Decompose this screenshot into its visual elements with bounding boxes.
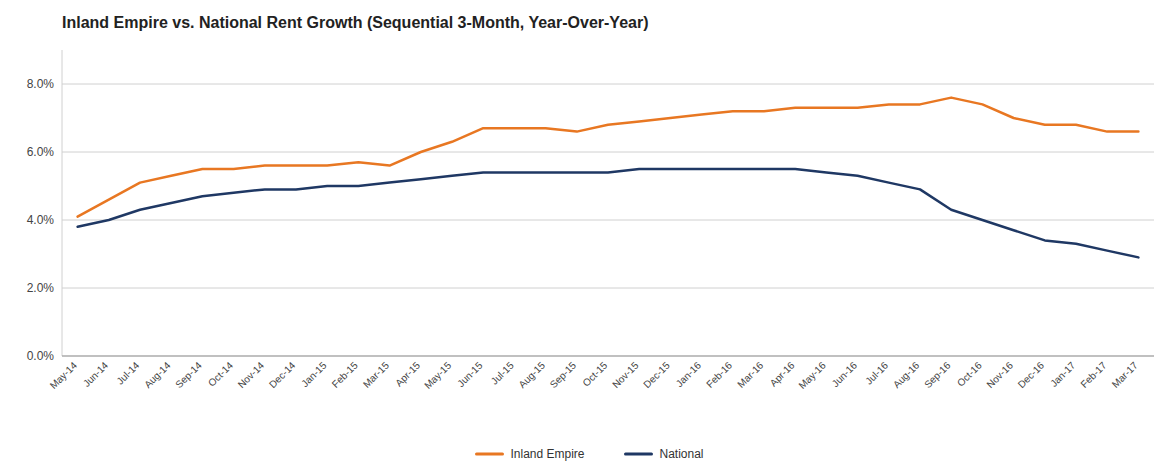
legend-label: National — [660, 447, 704, 461]
x-tick-label: Nov-16 — [984, 359, 1015, 390]
x-tick-label: May-16 — [796, 359, 828, 391]
grid-line — [62, 288, 1154, 289]
x-tick-label: Nov-14 — [236, 359, 267, 390]
x-tick-label: Sep-16 — [922, 359, 953, 390]
x-tick-label: Mar-17 — [1110, 359, 1140, 389]
x-tick-label: Dec-14 — [267, 359, 298, 390]
y-tick-label: 0.0% — [27, 349, 55, 363]
y-axis-line — [62, 50, 63, 356]
legend-swatch — [477, 453, 503, 456]
x-tick-label: Aug-15 — [516, 359, 547, 390]
grid-line — [62, 84, 1154, 85]
x-tick-label: Apr-16 — [768, 359, 797, 388]
x-tick-label: Sep-15 — [548, 359, 579, 390]
x-tick-label: Feb-15 — [330, 359, 360, 389]
y-tick-label: 4.0% — [27, 213, 55, 227]
x-tick-label: Jan-15 — [299, 359, 329, 389]
legend-swatch — [626, 453, 652, 456]
chart-container: Inland Empire vs. National Rent Growth (… — [0, 0, 1176, 476]
x-tick-label: Apr-15 — [393, 359, 422, 388]
x-tick-label: Jun-15 — [455, 359, 485, 389]
x-tick-label: Nov-15 — [610, 359, 641, 390]
x-tick-label: Jul-15 — [489, 359, 516, 386]
x-tick-label: Feb-17 — [1078, 359, 1108, 389]
grid-line — [62, 152, 1154, 153]
x-tick-label: Aug-16 — [891, 359, 922, 390]
x-tick-label: Feb-16 — [704, 359, 734, 389]
grid-line — [62, 220, 1154, 221]
y-tick-label: 6.0% — [27, 145, 55, 159]
title: Inland Empire vs. National Rent Growth (… — [62, 14, 649, 31]
x-tick-label: May-15 — [422, 359, 454, 391]
x-tick-label: Mar-15 — [361, 359, 391, 389]
x-tick-label: Jun-16 — [830, 359, 860, 389]
x-tick-label: Jan-17 — [1048, 359, 1078, 389]
chart: Inland Empire vs. National Rent Growth (… — [0, 0, 1176, 476]
y-tick-label: 2.0% — [27, 281, 55, 295]
x-tick-label: Mar-16 — [735, 359, 765, 389]
legend: Inland Empire National — [477, 447, 704, 461]
x-tick-label: Jun-14 — [81, 359, 111, 389]
x-axis-line — [62, 356, 1154, 357]
x-tick-label: Oct-16 — [955, 359, 984, 388]
x-tick-label: Sep-14 — [173, 359, 204, 390]
x-tick-label: Dec-15 — [641, 359, 672, 390]
x-tick-label: Oct-15 — [580, 359, 609, 388]
legend-label: Inland Empire — [511, 447, 585, 461]
x-tick-label: Jul-16 — [863, 359, 890, 386]
x-tick-label: Jan-16 — [674, 359, 704, 389]
x-tick-label: Dec-16 — [1016, 359, 1047, 390]
grid-line — [62, 356, 1154, 357]
line-series — [78, 98, 1139, 217]
x-tick-label: May-14 — [48, 359, 80, 391]
plot-area — [78, 98, 1139, 258]
x-tick-label: Oct-14 — [206, 359, 235, 388]
line-series — [78, 169, 1139, 257]
x-tick-label: Aug-14 — [142, 359, 173, 390]
y-tick-label: 8.0% — [27, 77, 55, 91]
x-tick-label: Jul-14 — [114, 359, 141, 386]
